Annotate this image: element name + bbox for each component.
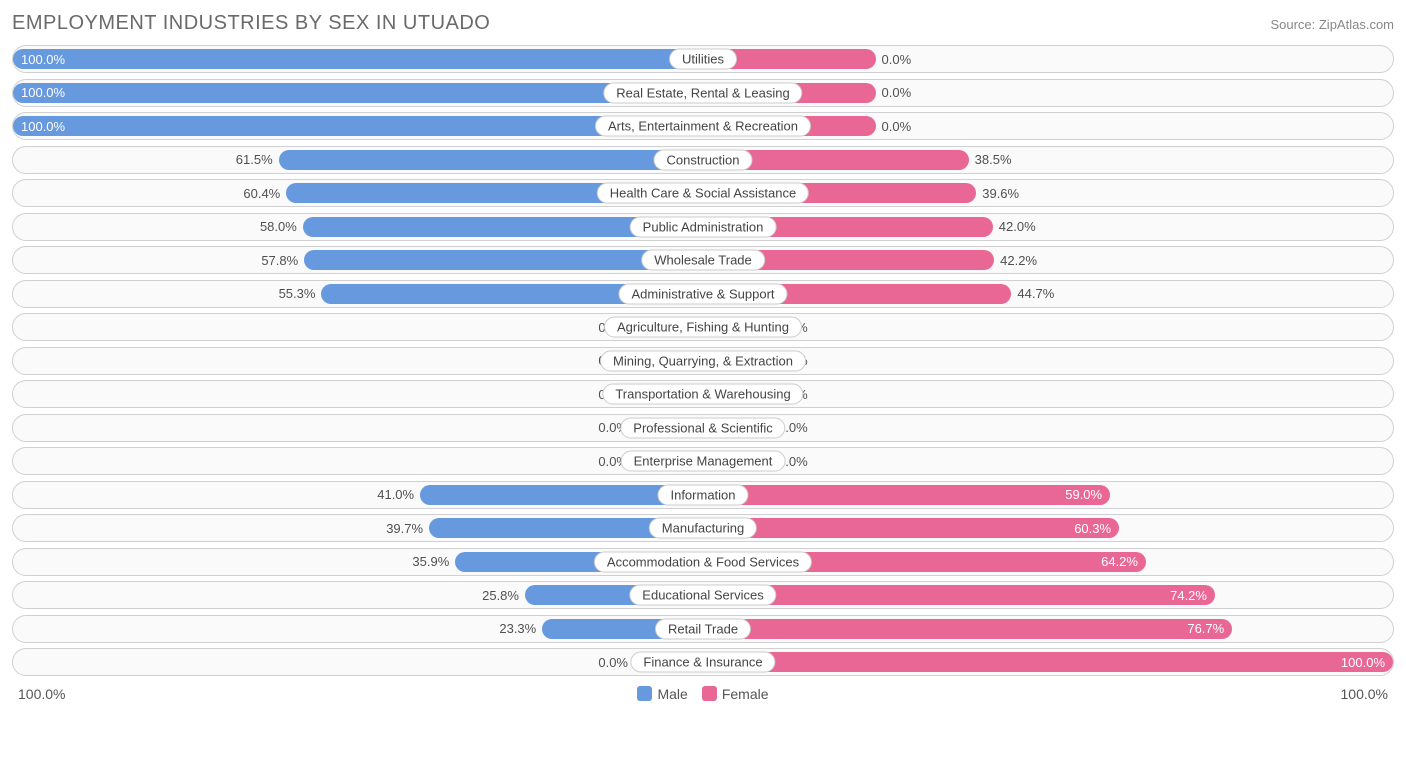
female-pct-inside: 64.2% [1101,549,1146,575]
legend: Male Female [637,686,768,702]
female-bar [703,585,1215,605]
female-pct-inside: 60.3% [1074,515,1119,541]
chart-footer: 100.0% Male Female 100.0% [12,682,1394,702]
chart-row: 60.4% 39.6% Health Care & Social Assistanc… [12,179,1394,207]
male-pct: 39.7% [386,515,429,541]
male-pct: 25.8% [482,582,525,608]
female-bar [703,518,1119,538]
legend-female-label: Female [722,686,769,702]
chart-row: 58.0% 42.0% Public Administration [12,213,1394,241]
legend-female: Female [702,686,769,702]
female-pct: 0.0% [876,113,912,139]
legend-male: Male [637,686,687,702]
male-bar [13,49,703,69]
chart-row: 0.0%0.0%Enterprise Management [12,447,1394,475]
male-pct: 58.0% [260,214,303,240]
category-label: Real Estate, Rental & Leasing [603,82,802,103]
male-pct: 23.3% [499,616,542,642]
category-label: Wholesale Trade [641,250,765,271]
female-pct-inside: 100.0% [1341,649,1393,675]
male-pct: 41.0% [377,482,420,508]
male-pct: 60.4% [243,180,286,206]
chart-row: 61.5% 38.5% Construction [12,146,1394,174]
category-label: Utilities [669,49,737,70]
female-pct-inside: 59.0% [1065,482,1110,508]
male-pct: 0.0% [598,649,634,675]
chart-area: 100.0% 0.0% Utilities 100.0% 0.0% Real Estate… [12,45,1394,676]
category-label: Arts, Entertainment & Recreation [595,116,811,137]
female-pct: 0.0% [876,46,912,72]
chart-row: 0.0% 100.0% Finance & Insurance [12,648,1394,676]
chart-title: EMPLOYMENT INDUSTRIES BY SEX IN UTUADO [12,12,490,35]
category-label: Administrative & Support [618,283,787,304]
legend-male-label: Male [657,686,687,702]
category-label: Finance & Insurance [630,652,775,673]
chart-row: 0.0%0.0%Transportation & Warehousing [12,380,1394,408]
chart-row: 35.9% 64.2% Accommodation & Food Services [12,548,1394,576]
female-pct: 42.2% [994,247,1037,273]
axis-right-label: 100.0% [1341,686,1388,702]
category-label: Agriculture, Fishing & Hunting [604,317,802,338]
category-label: Retail Trade [655,618,751,639]
chart-source: Source: ZipAtlas.com [1270,17,1394,32]
category-label: Manufacturing [649,518,757,539]
category-label: Public Administration [630,216,777,237]
male-pct-inside: 100.0% [13,113,65,139]
male-bar [279,150,703,170]
chart-row: 100.0% 0.0% Real Estate, Rental & Leasing [12,79,1394,107]
female-bar [703,652,1393,672]
male-pct-inside: 100.0% [13,46,65,72]
female-bar [703,619,1232,639]
chart-row: 100.0% 0.0% Utilities [12,45,1394,73]
category-label: Construction [654,149,753,170]
category-label: Transportation & Warehousing [602,384,803,405]
chart-row: 0.0%0.0%Agriculture, Fishing & Hunting [12,313,1394,341]
female-pct: 39.6% [976,180,1019,206]
male-pct: 61.5% [236,147,279,173]
chart-row: 0.0%0.0%Professional & Scientific [12,414,1394,442]
chart-row: 41.0% 59.0% Information [12,481,1394,509]
category-label: Information [657,484,748,505]
chart-header: EMPLOYMENT INDUSTRIES BY SEX IN UTUADO S… [12,8,1394,45]
chart-row: 23.3% 76.7% Retail Trade [12,615,1394,643]
chart-row: 100.0% 0.0% Arts, Entertainment & Recreati… [12,112,1394,140]
chart-row: 25.8% 74.2% Educational Services [12,581,1394,609]
chart-row: 55.3% 44.7% Administrative & Support [12,280,1394,308]
chart-row: 39.7% 60.3% Manufacturing [12,514,1394,542]
female-pct: 42.0% [993,214,1036,240]
chart-row: 0.0%0.0%Mining, Quarrying, & Extraction [12,347,1394,375]
female-bar [703,485,1110,505]
male-pct-inside: 100.0% [13,80,65,106]
category-label: Health Care & Social Assistance [597,183,809,204]
category-label: Professional & Scientific [620,417,785,438]
female-swatch-icon [702,686,717,701]
female-pct: 44.7% [1011,281,1054,307]
category-label: Accommodation & Food Services [594,551,812,572]
male-swatch-icon [637,686,652,701]
male-pct: 55.3% [279,281,322,307]
chart-row: 57.8% 42.2% Wholesale Trade [12,246,1394,274]
female-pct: 38.5% [969,147,1012,173]
category-label: Enterprise Management [621,451,786,472]
category-label: Mining, Quarrying, & Extraction [600,350,806,371]
male-bar [13,83,703,103]
category-label: Educational Services [629,585,776,606]
female-pct-inside: 76.7% [1187,616,1232,642]
male-pct: 57.8% [261,247,304,273]
male-pct: 35.9% [412,549,455,575]
female-pct-inside: 74.2% [1170,582,1215,608]
axis-left-label: 100.0% [18,686,65,702]
female-pct: 0.0% [876,80,912,106]
